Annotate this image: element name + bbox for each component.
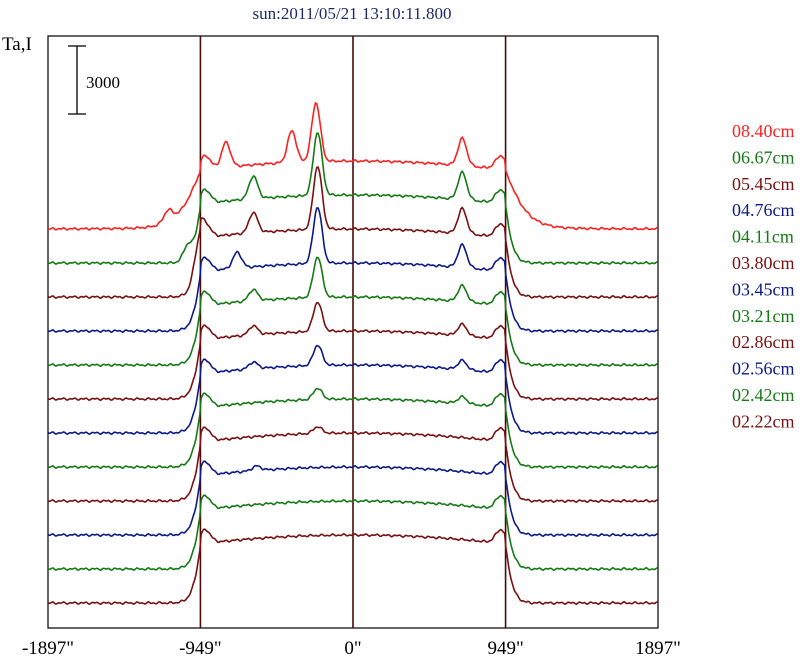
x-tick-labels: -1897" -949" 0" 949" 1897" — [22, 638, 681, 659]
legend-entry: 02.42cm — [732, 385, 795, 405]
spectrum-line-08.40cm — [47, 101, 658, 231]
legend-entry: 05.45cm — [732, 174, 795, 194]
scale-bar: 3000 — [68, 45, 120, 115]
legend: 08.40cm 06.67cm 05.45cm 04.76cm 04.11cm 03.80… — [732, 121, 795, 431]
spectrum-line-02.22cm — [47, 528, 658, 606]
legend-entry: 06.67cm — [732, 147, 795, 167]
legend-entry: 04.76cm — [732, 200, 795, 220]
legend-entry: 03.80cm — [732, 253, 795, 273]
legend-entry: 02.56cm — [732, 359, 795, 379]
legend-entry: 02.86cm — [732, 332, 795, 352]
chart-title: sun:2011/05/21 13:10:11.800 — [253, 4, 452, 23]
legend-entry: 08.40cm — [732, 121, 795, 141]
legend-entry: 03.21cm — [732, 306, 795, 326]
legend-entry: 03.45cm — [732, 279, 795, 299]
x-tick-label: 949" — [487, 638, 523, 659]
x-tick-label: -949" — [179, 638, 222, 659]
spectrum-line-04.11cm — [47, 256, 658, 368]
spectrum-curves — [47, 101, 658, 606]
spectrum-line-02.86cm — [47, 426, 658, 504]
spectrum-line-04.76cm — [47, 207, 658, 334]
legend-entry: 02.22cm — [732, 411, 795, 431]
spectrum-line-02.42cm — [47, 494, 658, 572]
spectrum-line-03.80cm — [47, 301, 658, 402]
spectrum-line-03.21cm — [47, 387, 658, 470]
spectrum-line-05.45cm — [47, 166, 658, 300]
scale-bar-label: 3000 — [86, 73, 120, 92]
spectrum-line-03.45cm — [47, 344, 658, 436]
spectrum-line-02.56cm — [47, 460, 658, 538]
x-tick-label: -1897" — [22, 638, 74, 659]
y-axis-label: Ta,I — [2, 34, 32, 55]
legend-entry: 04.11cm — [732, 227, 794, 247]
x-tick-label: 1897" — [635, 638, 681, 659]
spectrum-line-06.67cm — [47, 132, 658, 266]
x-tick-label: 0" — [344, 638, 361, 659]
